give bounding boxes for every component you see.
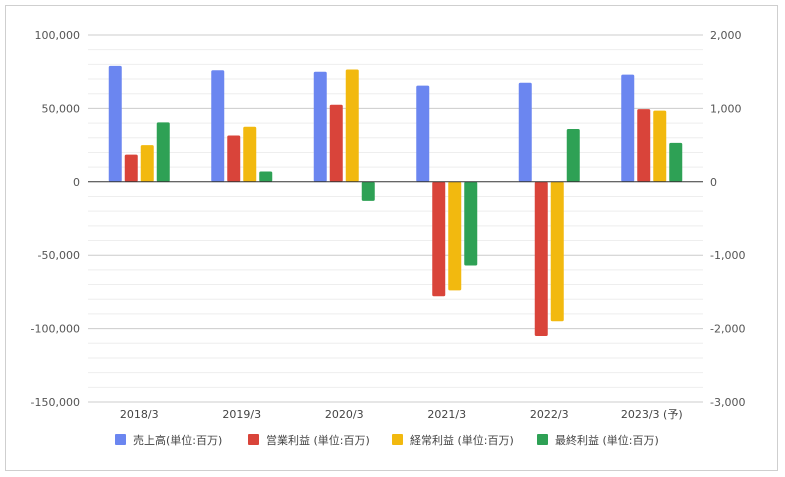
category-label: 2018/3 — [120, 408, 159, 421]
category-label: 2020/3 — [325, 408, 364, 421]
bar — [313, 71, 327, 182]
legend-label: 経常利益 (単位:百万) — [410, 433, 514, 447]
bar — [140, 145, 154, 182]
bar — [518, 82, 532, 182]
bar — [550, 181, 564, 322]
legend-swatch — [248, 434, 259, 445]
right-axis-tick-label: -1,000 — [710, 249, 745, 262]
left-axis-tick-label: 100,000 — [35, 29, 81, 42]
chart-frame — [5, 5, 778, 471]
bar — [345, 69, 359, 182]
right-axis-tick-label: 1,000 — [710, 102, 742, 115]
bar — [108, 65, 122, 182]
legend-label: 営業利益 (単位:百万) — [266, 433, 370, 447]
bar — [329, 104, 343, 182]
bar — [156, 122, 170, 182]
bar — [243, 126, 257, 182]
bar — [653, 110, 667, 182]
right-axis-tick-label: 2,000 — [710, 29, 742, 42]
left-axis-tick-label: -100,000 — [31, 323, 80, 336]
bar — [448, 181, 462, 291]
bar — [464, 181, 478, 266]
bar — [669, 142, 683, 182]
legend-swatch — [537, 434, 548, 445]
left-axis-tick-label: -150,000 — [31, 396, 80, 409]
bar — [361, 181, 375, 201]
bar — [637, 109, 651, 182]
bar — [432, 181, 446, 297]
right-axis-tick-label: -3,000 — [710, 396, 745, 409]
bar — [124, 154, 138, 182]
bar — [566, 128, 580, 182]
bar — [211, 70, 225, 182]
left-axis-tick-label: -50,000 — [38, 249, 80, 262]
bar — [621, 74, 635, 182]
left-axis-tick-label: 0 — [73, 176, 80, 189]
bar — [259, 171, 273, 182]
legend-swatch — [115, 434, 126, 445]
legend-label: 最終利益 (単位:百万) — [555, 433, 659, 447]
left-axis-tick-label: 50,000 — [42, 102, 81, 115]
right-axis-tick-label: -2,000 — [710, 323, 745, 336]
bar — [416, 85, 430, 182]
legend-swatch — [392, 434, 403, 445]
bar — [227, 135, 241, 182]
category-label: 2023/3 (予) — [621, 408, 683, 421]
legend-label: 売上高(単位:百万) — [133, 433, 222, 447]
right-axis-tick-label: 0 — [710, 176, 717, 189]
category-label: 2022/3 — [530, 408, 569, 421]
category-label: 2021/3 — [427, 408, 466, 421]
bar — [534, 181, 548, 336]
category-label: 2019/3 — [222, 408, 261, 421]
